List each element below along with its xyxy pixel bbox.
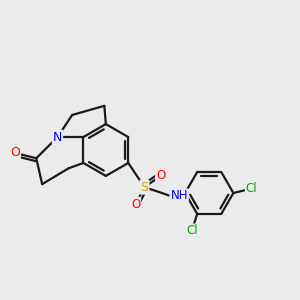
- Text: NH: NH: [170, 189, 188, 203]
- Text: Cl: Cl: [246, 182, 257, 195]
- Text: Cl: Cl: [186, 224, 198, 238]
- Text: N: N: [53, 130, 62, 143]
- Text: S: S: [140, 181, 148, 194]
- Text: O: O: [156, 169, 165, 182]
- Text: O: O: [10, 146, 20, 159]
- Text: O: O: [131, 198, 140, 211]
